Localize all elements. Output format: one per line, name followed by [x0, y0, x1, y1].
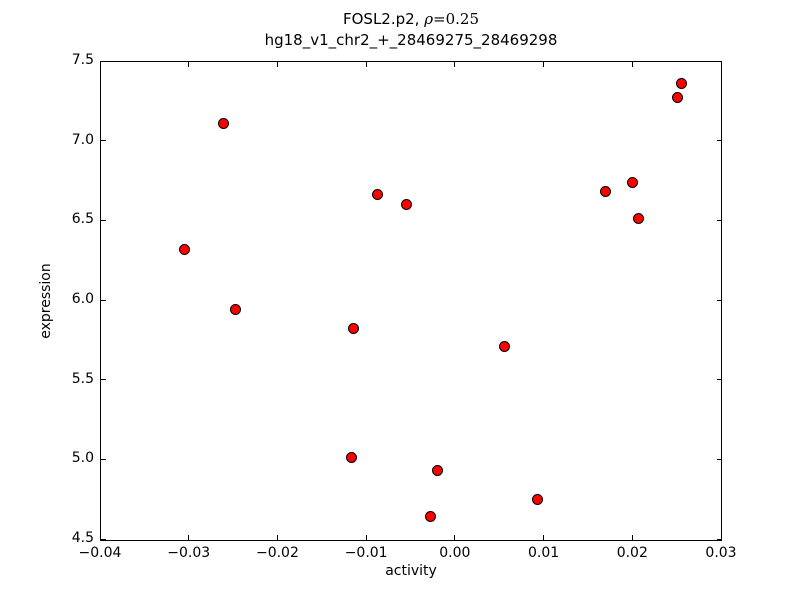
x-tick-mark-top: [543, 62, 545, 67]
data-point: [676, 77, 688, 89]
data-point: [531, 493, 543, 505]
x-tick-label: −0.02: [255, 545, 299, 561]
x-tick-mark-bottom: [365, 535, 367, 540]
chart-subtitle: hg18_v1_chr2_+_28469275_28469298: [264, 31, 558, 49]
data-point: [431, 464, 443, 476]
x-axis-label: activity: [385, 563, 437, 579]
y-tick-label: 4.5: [71, 530, 94, 546]
y-tick-label: 5.0: [71, 450, 94, 467]
y-tick-mark-left: [101, 299, 106, 301]
y-tick-mark-right: [717, 219, 722, 221]
x-tick-mark-top: [454, 62, 456, 67]
y-tick-mark-right: [717, 538, 722, 540]
x-tick-label: −0.01: [344, 545, 388, 561]
y-tick-mark-left: [101, 538, 106, 540]
x-tick-mark-top: [276, 62, 278, 67]
y-tick-mark-right: [717, 140, 722, 142]
x-tick-mark-top: [720, 62, 722, 67]
data-point: [178, 243, 190, 255]
rho-value: =0.25: [433, 10, 480, 28]
y-tick-mark-right: [717, 379, 722, 381]
data-point: [348, 323, 360, 335]
data-point: [345, 452, 357, 464]
y-tick-label: 6.5: [71, 211, 94, 228]
x-tick-label: 0.02: [616, 545, 648, 561]
y-tick-mark-right: [717, 458, 722, 460]
data-point: [230, 304, 242, 316]
x-tick-label: −0.03: [167, 545, 211, 561]
x-tick-mark-bottom: [188, 535, 190, 540]
x-tick-mark-bottom: [276, 535, 278, 540]
y-tick-mark-left: [101, 379, 106, 381]
rho-symbol: ρ: [424, 10, 434, 28]
y-tick-label: 5.5: [71, 370, 94, 387]
y-tick-label: 6.0: [71, 291, 94, 307]
data-point: [400, 198, 412, 210]
x-tick-mark-bottom: [99, 535, 101, 540]
y-tick-mark-right: [717, 60, 722, 62]
y-tick-mark-left: [101, 140, 106, 142]
data-point: [372, 189, 384, 201]
x-tick-mark-top: [365, 62, 367, 67]
y-tick-mark-left: [101, 60, 106, 62]
x-tick-label: 0.00: [439, 545, 471, 561]
chart-title: FOSL2.p2, ρ=0.25: [100, 10, 722, 28]
data-point: [600, 186, 612, 198]
x-tick-mark-bottom: [543, 535, 545, 540]
y-tick-mark-left: [101, 458, 106, 460]
y-tick-label: 7.0: [71, 131, 94, 148]
data-point: [632, 213, 644, 225]
x-tick-mark-bottom: [454, 535, 456, 540]
chart-title-prefix: FOSL2.p2,: [342, 10, 425, 28]
x-tick-mark-top: [99, 62, 101, 67]
data-point: [425, 511, 437, 523]
y-tick-mark-right: [717, 299, 722, 301]
data-point: [626, 176, 638, 188]
x-tick-label: 0.01: [527, 545, 560, 561]
y-tick-label: 7.5: [71, 52, 94, 68]
x-tick-mark-bottom: [631, 535, 633, 540]
plot-area: [100, 61, 722, 541]
x-tick-mark-top: [631, 62, 633, 67]
x-tick-mark-top: [188, 62, 190, 67]
x-tick-label: −0.04: [78, 545, 122, 561]
data-point: [672, 92, 684, 104]
x-tick-mark-bottom: [720, 535, 722, 540]
data-point: [499, 340, 511, 352]
data-point: [217, 117, 229, 129]
y-tick-mark-left: [101, 219, 106, 221]
x-tick-label: 0.03: [705, 545, 737, 561]
